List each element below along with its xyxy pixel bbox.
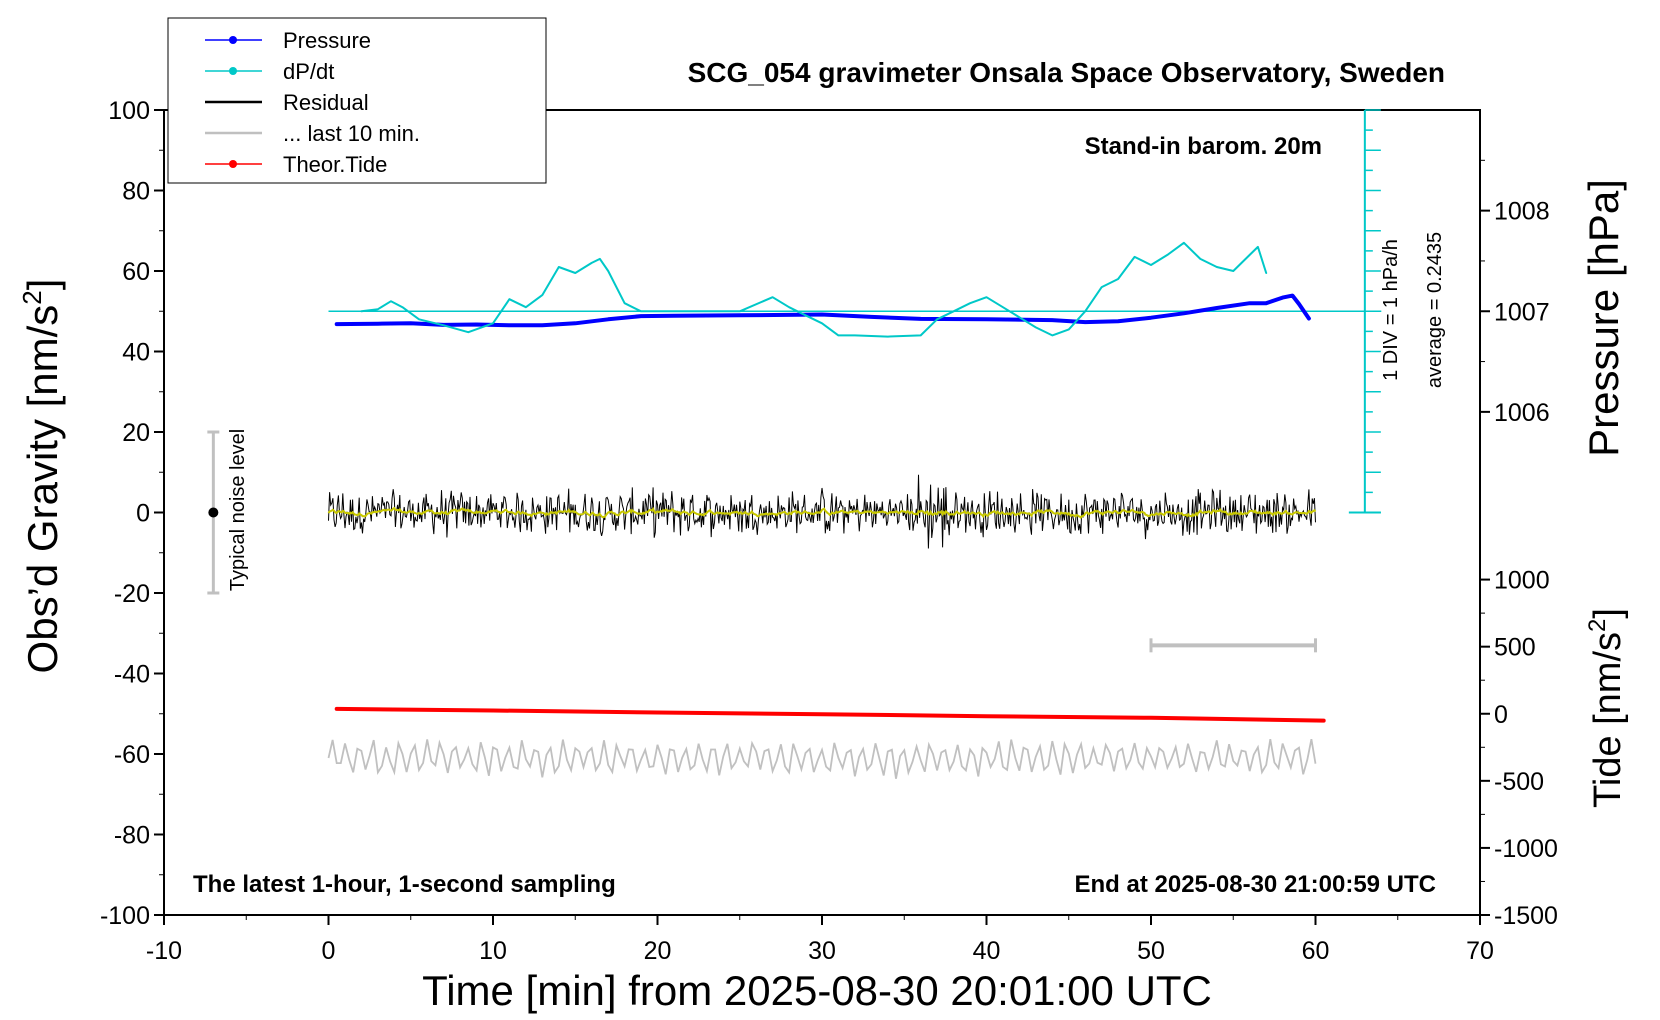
x-tick-label: 70	[1466, 937, 1494, 965]
legend-label: ... last 10 min.	[283, 121, 420, 146]
y-axis-left-title-sup: 2	[17, 290, 47, 304]
y-tick-label: -80	[114, 822, 150, 850]
legend-swatch-marker	[229, 67, 237, 75]
y-axis-tide-title-main: Tide [nm/s	[1587, 632, 1629, 808]
legend-label: Residual	[283, 90, 369, 115]
end-time-note: End at 2025-08-30 21:00:59 UTC	[1075, 871, 1437, 898]
legend-swatch-marker	[229, 36, 237, 44]
legend-label: Theor.Tide	[283, 152, 387, 177]
y-axis-tide-title-sup: 2	[1584, 619, 1611, 632]
latest-hour-note: The latest 1-hour, 1-second sampling	[193, 871, 616, 898]
residual-series	[328, 474, 1316, 549]
y-axis-gravity: 100 80 60 40 20 0 -20 -40 -60 -80 -100	[100, 97, 164, 930]
y-tick-label: 0	[136, 500, 150, 528]
last-10-min-series	[327, 739, 1317, 779]
y-tick-label: -100	[100, 902, 150, 930]
x-tick-label: 60	[1302, 937, 1330, 965]
pressure-tick-label: 1006	[1494, 399, 1550, 427]
legend-items: Pressure dP/dt Residual ... last 10 min. The…	[205, 28, 420, 177]
y-axis-left-title-end: ]	[19, 279, 66, 291]
dpdt-div-label: 1 DIV = 1 hPa/h	[1380, 239, 1402, 381]
pressure-tick-label: 1008	[1494, 198, 1550, 226]
noise-bar-dot	[208, 507, 219, 518]
y-tick-label: -60	[114, 741, 150, 769]
x-tick-label: 20	[644, 937, 672, 965]
y-axis-left-title: Obs’d Gravity [nm/s2]	[17, 279, 66, 674]
x-tick-label: -10	[146, 937, 182, 965]
x-axis: -10 0 10 20 30 40 50 60 70	[146, 915, 1494, 965]
y-tick-label: 100	[108, 97, 150, 125]
x-tick-label: 30	[808, 937, 836, 965]
x-axis-title: Time [min] from 2025-08-30 20:01:00 UTC	[422, 967, 1212, 1014]
y-axis-tide-title: Tide [nm/s2]	[1584, 608, 1629, 808]
pressure-series	[334, 293, 1311, 328]
y-axis-tide-title-end: ]	[1587, 608, 1629, 619]
tide-tick-label: -1000	[1494, 835, 1558, 863]
legend-swatch-marker	[229, 160, 237, 168]
dpdt-average-label: average = 0.2435	[1424, 232, 1446, 388]
y-tick-label: 20	[122, 419, 150, 447]
x-tick-label: 50	[1137, 937, 1165, 965]
y-axis-left-title-main: Obs’d Gravity [nm/s	[19, 305, 66, 674]
tide-series	[334, 706, 1326, 723]
x-tick-label: 0	[322, 937, 336, 965]
tide-tick-label: 1000	[1494, 567, 1550, 595]
legend-label: dP/dt	[283, 59, 334, 84]
legend-label: Pressure	[283, 28, 371, 53]
tide-tick-label: 500	[1494, 634, 1536, 662]
series-layer	[207, 241, 1382, 779]
tide-tick-label: 0	[1494, 701, 1508, 729]
y-tick-label: -20	[114, 580, 150, 608]
chart-title: SCG_054 gravimeter Onsala Space Observat…	[688, 57, 1445, 88]
stand-in-barometer-note: Stand-in barom. 20m	[1085, 133, 1322, 160]
y-axis-pressure-title: Pressure [hPa]	[1580, 179, 1627, 457]
legend: Pressure dP/dt Residual ... last 10 min. The…	[167, 17, 547, 184]
y-tick-label: -40	[114, 661, 150, 689]
y-axis-pressure-tide: 1008 1007 1006 1000 500 0 -500 -1000 -1500	[1480, 159, 1558, 930]
legend-box	[167, 17, 547, 184]
tide-tick-label: -500	[1494, 768, 1544, 796]
pressure-tick-label: 1007	[1494, 298, 1550, 326]
tide-tick-label: -1500	[1494, 902, 1558, 930]
residual-smoothed-series	[327, 506, 1317, 519]
y-tick-label: 40	[122, 339, 150, 367]
y-tick-label: 60	[122, 258, 150, 286]
dpdt-series	[360, 241, 1268, 338]
y-tick-label: 80	[122, 178, 150, 206]
x-tick-label: 10	[479, 937, 507, 965]
noise-level-label: Typical noise level	[227, 429, 249, 591]
x-tick-label: 40	[973, 937, 1001, 965]
